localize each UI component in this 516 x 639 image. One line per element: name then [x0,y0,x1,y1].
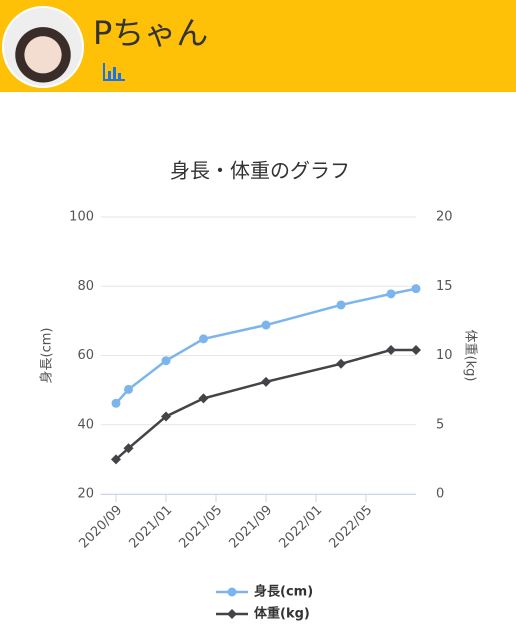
series-line [115,287,417,405]
marker [123,443,134,454]
x-tick-label: 2021/05 [177,503,226,552]
header: Pちゃん [0,0,516,92]
legend-label: 体重(kg) [254,606,310,622]
legend-label: 身長(cm) [254,584,313,600]
y-tick-label: 80 [77,279,94,294]
marker [161,411,171,422]
marker [411,284,421,294]
marker [411,344,421,355]
x-tick-label: 2022/01 [277,503,326,552]
y-tick-label: 100 [69,210,94,225]
legend-marker [227,587,237,597]
marker [111,398,121,408]
chart-icon[interactable] [103,63,125,81]
y-tick-label: 40 [77,417,94,432]
x-tick-label: 2021/09 [227,503,276,552]
y2-tick-label: 20 [436,210,453,225]
marker [199,334,208,344]
y-tick-label: 60 [77,348,94,363]
legend-marker [227,609,237,619]
marker [261,320,271,330]
marker [261,376,271,387]
marker [111,454,121,465]
y-axis-label: 身長(cm) [39,328,55,384]
series-line [115,348,416,461]
marker [198,393,209,404]
chart-title: 身長・体重のグラフ [170,159,350,183]
marker [386,344,396,355]
marker [336,300,346,310]
marker [124,384,133,394]
y2-tick-label: 5 [436,417,444,432]
child-name: Pちゃん [93,14,209,52]
y-tick-label: 20 [77,487,94,502]
x-tick-label: 2021/01 [127,503,176,552]
y2-tick-label: 15 [436,279,453,294]
marker [161,356,171,366]
avatar[interactable] [2,6,84,88]
y2-tick-label: 0 [436,487,444,502]
x-tick-label: 2020/09 [77,503,126,552]
marker [386,289,396,299]
x-tick-label: 2022/05 [327,503,376,552]
y2-tick-label: 10 [436,348,453,363]
marker [336,358,346,369]
y2-axis-label: 体重(kg) [463,330,479,382]
